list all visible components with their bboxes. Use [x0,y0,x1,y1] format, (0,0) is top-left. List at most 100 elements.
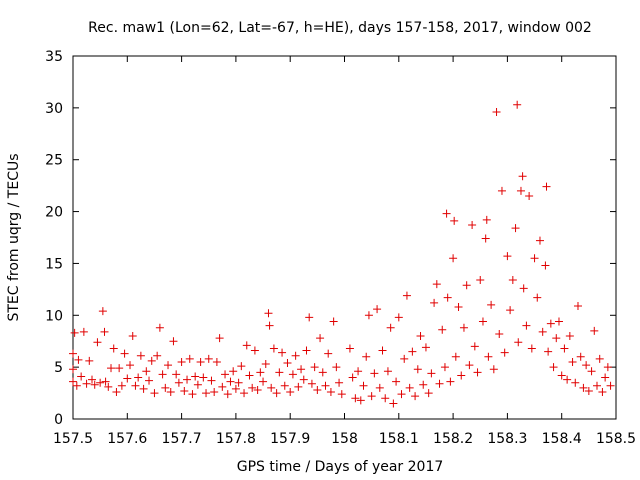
data-point [348,373,357,382]
data-point [204,354,213,363]
data-point [218,382,227,391]
data-point [126,361,135,370]
data-point [226,377,235,386]
data-point [245,371,254,380]
data-point [373,305,382,314]
data-point [527,344,536,353]
data-point [544,347,553,356]
data-point [419,380,428,389]
data-point [405,383,414,392]
data-point [482,215,491,224]
data-point [503,252,512,261]
data-point [413,365,422,374]
data-point [136,351,145,360]
data-point [174,378,183,387]
data-point [565,332,574,341]
data-point [506,306,515,315]
data-point [191,372,200,381]
data-point [161,383,170,392]
data-point [288,370,297,379]
data-point [69,349,77,358]
data-point [299,375,308,384]
data-point [193,380,202,389]
data-point [139,384,148,393]
data-point [549,363,558,372]
data-point [337,390,346,399]
axis-tick-labels: 157.5 157.6 157.7 157.8 157.9 158 158.1 158.2 15… [45,49,636,447]
data-point [606,381,615,390]
data-point [326,388,335,397]
data-point [579,383,588,392]
data-point [443,293,452,302]
data-point [356,396,365,405]
data-point [508,276,517,285]
data-point [424,389,433,398]
data-point [552,334,561,343]
data-point [438,325,447,334]
data-point [442,209,451,218]
data-point [397,390,406,399]
data-point [231,384,240,393]
x-tick-label: 158.1 [379,431,419,447]
data-point [435,379,444,388]
data-point [563,375,572,384]
data-point [484,352,493,361]
data-point [210,388,219,397]
data-point [291,351,300,360]
data-point [465,361,474,370]
data-point [533,293,542,302]
data-point [592,381,601,390]
x-tick-label: 158 [331,431,358,447]
plot-frame [72,55,617,420]
data-point [120,349,129,358]
data-point [155,323,164,332]
data-point [77,372,86,381]
data-point [223,390,232,399]
data-point [590,326,599,335]
data-point [202,389,211,398]
data-point [250,346,259,355]
data-point [172,370,181,379]
data-point [302,346,311,355]
data-point [212,357,221,366]
data-point [112,388,121,397]
data-point [307,379,316,388]
data-point [557,371,566,380]
data-point [546,319,555,328]
data-point [462,281,471,290]
data-point [180,386,189,395]
data-point [402,291,411,300]
data-point [411,392,420,401]
data-point [522,321,531,330]
data-point [538,327,547,336]
data-point [459,323,468,332]
data-point [375,383,384,392]
data-point [457,371,466,380]
data-point [576,352,585,361]
data-point [573,301,582,310]
data-point [134,373,143,382]
data-point [603,363,612,372]
data-point [587,367,596,376]
data-point [421,343,430,352]
data-point [100,327,109,336]
data-point [427,369,436,378]
data-points [69,100,615,408]
data-point [392,377,401,386]
x-tick-label: 158.5 [596,431,636,447]
data-point [207,376,216,385]
data-point [381,394,390,403]
data-point [215,334,224,343]
data-point [378,346,387,355]
data-point [69,365,77,374]
y-tick-label: 35 [45,49,63,65]
data-point [525,192,534,201]
data-point [72,381,81,390]
data-point [542,182,551,191]
data-point [519,284,528,293]
data-point [541,261,550,270]
data-point [324,349,333,358]
data-point [109,344,118,353]
data-point [518,172,527,181]
data-point [183,375,192,384]
